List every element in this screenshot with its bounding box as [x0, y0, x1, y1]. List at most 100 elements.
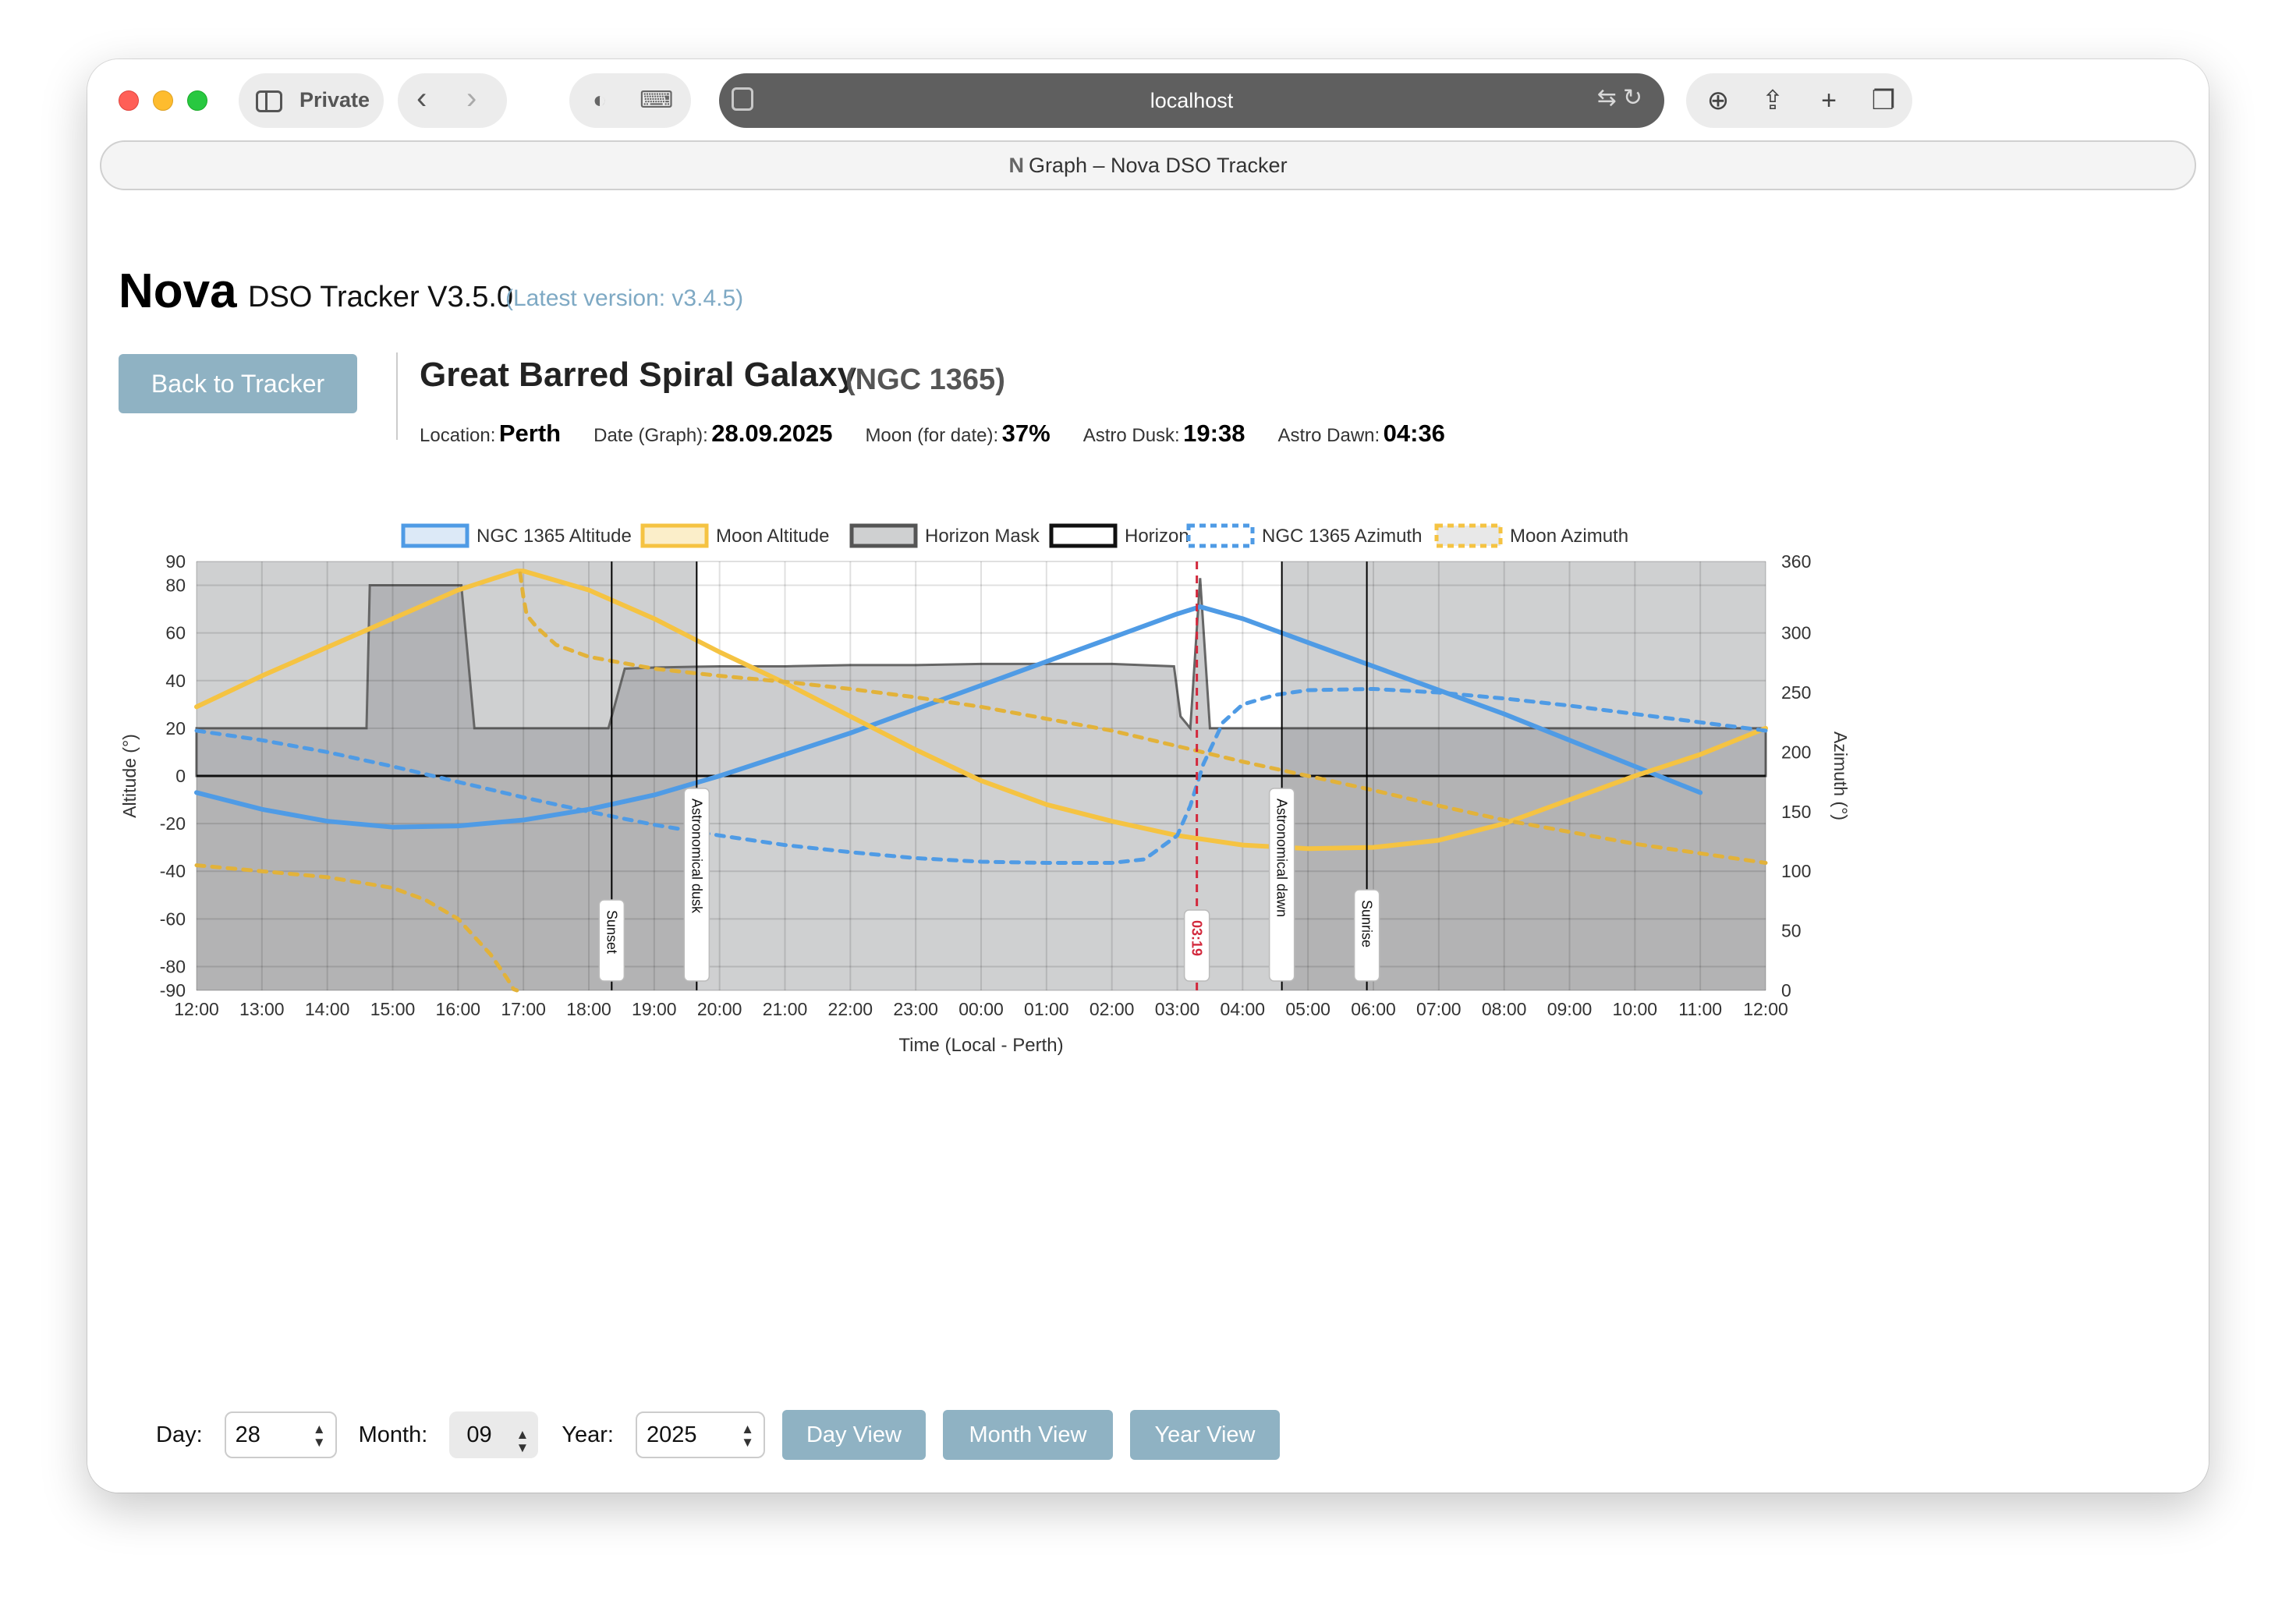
y-tick-label: 60	[165, 623, 186, 643]
x-tick-label: 12:00	[174, 999, 219, 1019]
private-label: Private	[299, 88, 370, 112]
new-tab-icon[interactable]: +	[1811, 83, 1847, 119]
month-chevron-icon: ▲ ▼	[516, 1428, 529, 1454]
y2-tick-label: 250	[1781, 682, 1811, 703]
x-tick-label: 21:00	[763, 999, 808, 1019]
x-tick-label: 22:00	[828, 999, 873, 1019]
x-tick-label: 01:00	[1024, 999, 1069, 1019]
moon-value: 37%	[1002, 420, 1051, 447]
year-value: 2025	[647, 1422, 697, 1447]
close-window-button[interactable]	[119, 90, 139, 111]
event-label: Astronomical dusk	[689, 799, 704, 914]
y2-tick-label: 0	[1781, 980, 1791, 1001]
address-bar[interactable]: localhost ⇆↻	[719, 73, 1664, 128]
password-icon[interactable]: ⌨	[640, 86, 669, 115]
month-view-button[interactable]: Month View	[943, 1410, 1113, 1460]
month-label: Month:	[359, 1422, 428, 1448]
day-label: Day:	[156, 1422, 203, 1448]
x-tick-label: 09:00	[1547, 999, 1593, 1019]
day-input[interactable]: 28 ▲ ▼	[225, 1411, 337, 1458]
shield-icon[interactable]: ◐	[585, 86, 615, 115]
x-tick-label: 10:00	[1613, 999, 1658, 1019]
navigation-buttons: ‹ ›	[398, 73, 507, 128]
event-label: Sunset	[604, 910, 619, 954]
y2-tick-label: 50	[1781, 921, 1802, 941]
astro-dawn-label: Astro Dawn:	[1277, 425, 1380, 446]
url-text: localhost	[719, 89, 1664, 113]
tab-active[interactable]: N Graph – Nova DSO Tracker	[101, 154, 2195, 178]
legend-swatch	[1051, 526, 1115, 546]
x-tick-label: 02:00	[1090, 999, 1135, 1019]
astro-dawn-value: 04:36	[1384, 420, 1445, 447]
back-icon[interactable]: ‹	[416, 83, 427, 114]
date-controls: Day: 28 ▲ ▼ Month: 09 ▲ ▼ Year: 2025 ▲ ▼ Da…	[156, 1410, 1280, 1460]
y-tick-label: -40	[160, 861, 186, 881]
year-stepper-icon[interactable]: ▲ ▼	[741, 1422, 754, 1449]
legend-label: NGC 1365 Azimuth	[1262, 526, 1422, 547]
y2-tick-label: 200	[1781, 742, 1811, 762]
share-icon[interactable]: ⇪	[1755, 83, 1791, 119]
header-divider	[396, 352, 398, 440]
moon-label: Moon (for date):	[865, 425, 998, 446]
brand-subtitle: DSO Tracker V3.5.0	[248, 281, 513, 314]
x-tick-label: 23:00	[893, 999, 938, 1019]
date-label: Date (Graph):	[593, 425, 708, 446]
x-tick-label: 18:00	[566, 999, 611, 1019]
minimize-window-button[interactable]	[153, 90, 173, 111]
x-tick-label: 04:00	[1221, 999, 1266, 1019]
legend-swatch	[852, 526, 916, 546]
legend-label: Moon Azimuth	[1510, 526, 1628, 547]
tab-overview-icon[interactable]: ❐	[1866, 83, 1901, 119]
day-stepper-icon[interactable]: ▲ ▼	[313, 1422, 326, 1449]
astro-dusk-label: Astro Dusk:	[1083, 425, 1180, 446]
x-tick-label: 19:00	[632, 999, 677, 1019]
object-info-row: Location: Perth Date (Graph): 28.09.2025…	[420, 420, 1445, 448]
altitude-chart[interactable]: Sunset Astronomical dusk 03:19 Astronomical…	[119, 505, 1866, 1145]
event-label: Sunrise	[1359, 900, 1375, 947]
x-tick-label: 06:00	[1351, 999, 1396, 1019]
y-tick-label: 0	[175, 766, 186, 786]
month-select[interactable]: 09 ▲ ▼	[449, 1411, 538, 1458]
zoom-window-button[interactable]	[187, 90, 207, 111]
tab-bar: N Graph – Nova DSO Tracker	[100, 140, 2196, 190]
back-to-tracker-button[interactable]: Back to Tracker	[119, 354, 357, 413]
x-tick-label: 12:00	[1743, 999, 1788, 1019]
legend-label: Horizon	[1125, 526, 1189, 547]
legend-swatch	[643, 526, 707, 546]
translate-reload-icons[interactable]: ⇆↻	[1597, 84, 1649, 112]
legend-swatch	[1437, 526, 1501, 546]
x-tick-label: 05:00	[1285, 999, 1330, 1019]
location-value: Perth	[499, 420, 561, 447]
year-input[interactable]: 2025 ▲ ▼	[636, 1411, 765, 1458]
sidebar-toggle-button[interactable]: Private	[239, 73, 384, 128]
legend-label: NGC 1365 Altitude	[477, 526, 632, 547]
x-axis-title: Time (Local - Perth)	[898, 1035, 1063, 1056]
x-tick-label: 16:00	[436, 999, 481, 1019]
y-tick-label: -60	[160, 908, 186, 929]
y2-tick-label: 100	[1781, 861, 1811, 881]
y-tick-label: -80	[160, 956, 186, 976]
x-tick-label: 15:00	[370, 999, 416, 1019]
extensions-group: ◐ ⌨	[569, 73, 691, 128]
x-tick-label: 03:00	[1155, 999, 1200, 1019]
x-tick-label: 08:00	[1482, 999, 1527, 1019]
download-icon[interactable]: ⊕	[1700, 83, 1736, 119]
y-tick-label: -90	[160, 980, 186, 1001]
day-view-button[interactable]: Day View	[782, 1410, 926, 1460]
event-label: Astronomical dawn	[1274, 799, 1290, 917]
x-tick-label: 07:00	[1416, 999, 1462, 1019]
y-axis-title: Altitude (°)	[119, 734, 140, 818]
nova-favicon-icon: N	[1008, 154, 1024, 177]
legend-label: Horizon Mask	[925, 526, 1040, 547]
x-tick-label: 00:00	[958, 999, 1004, 1019]
x-tick-label: 14:00	[305, 999, 350, 1019]
latest-version[interactable]: (Latest version: v3.4.5)	[505, 285, 743, 312]
sidebar-icon	[256, 90, 282, 112]
forward-icon[interactable]: ›	[466, 83, 477, 114]
tab-title: Graph – Nova DSO Tracker	[1029, 154, 1288, 177]
year-view-button[interactable]: Year View	[1130, 1410, 1280, 1460]
y2-tick-label: 300	[1781, 623, 1811, 643]
page-content: Nova DSO Tracker V3.5.0 (Latest version:…	[87, 193, 2209, 1493]
y-tick-label: 20	[165, 718, 186, 738]
y-tick-label: 80	[165, 576, 186, 596]
